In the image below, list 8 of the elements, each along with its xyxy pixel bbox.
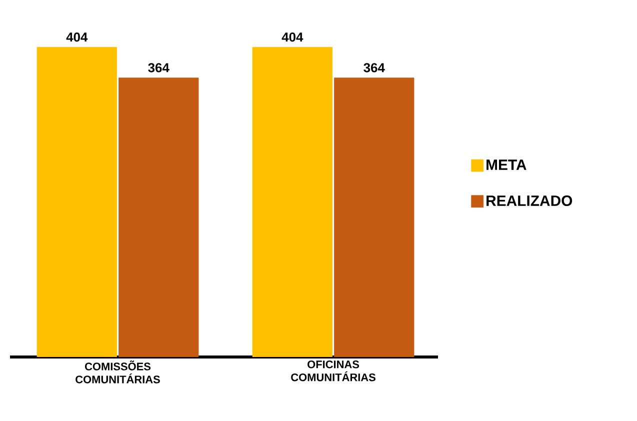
legend-label: META xyxy=(486,160,526,170)
x-tick-label: OFICINAS COMUNITÁRIAS xyxy=(291,360,376,382)
data-label: 364 xyxy=(148,63,170,72)
x-tick-label: COMISSÕES COMUNITÁRIAS xyxy=(76,360,160,384)
data-label: 404 xyxy=(282,32,304,42)
data-label: 404 xyxy=(66,32,88,42)
legend-label: REALIZADO xyxy=(486,195,572,206)
data-label: 364 xyxy=(364,63,385,72)
